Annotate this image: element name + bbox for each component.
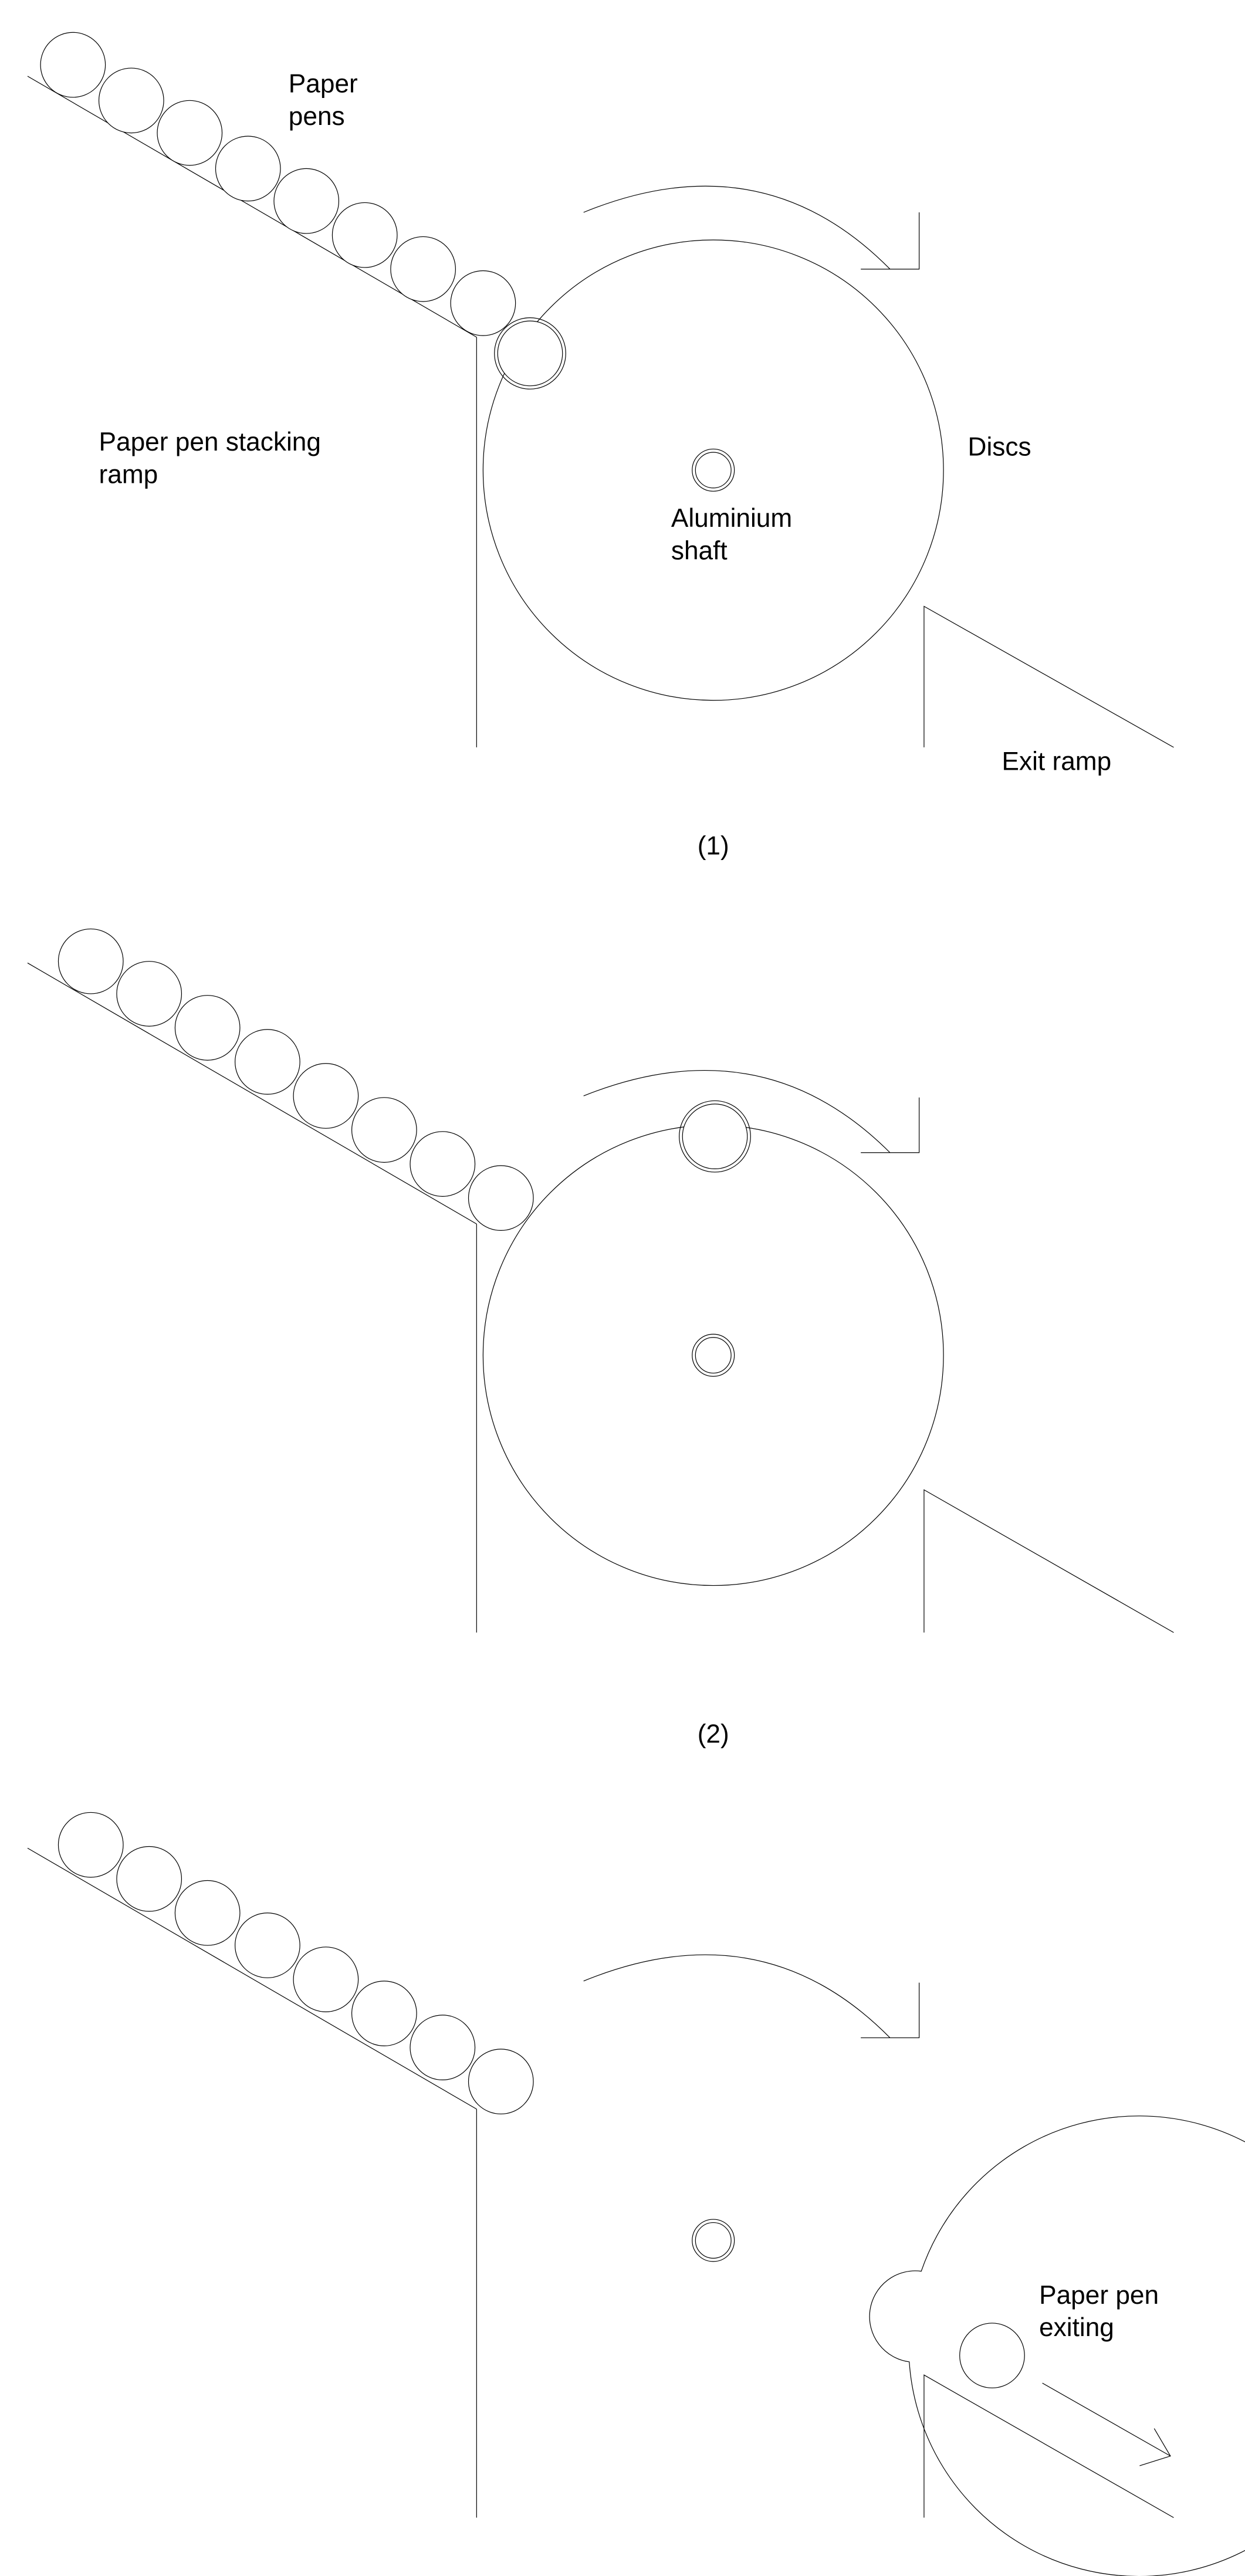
panel-1: Paper pens Paper pen stacking ramp Discs… <box>28 32 1173 860</box>
paper-pen <box>391 236 456 302</box>
paper-pen <box>332 202 397 268</box>
rotation-arrowhead <box>861 1098 919 1153</box>
paper-pen <box>235 1913 300 1978</box>
paper-pen <box>58 929 123 994</box>
panel-caption: (1) <box>698 831 729 860</box>
rotation-arrow <box>584 1955 890 2037</box>
paper-pen <box>293 1947 358 2012</box>
rotation-arrowhead <box>861 212 919 269</box>
disc-notch <box>679 1101 751 1172</box>
label-shaft: Aluminium <box>671 504 792 533</box>
label-exit-ramp: Exit ramp <box>1002 747 1112 776</box>
exiting-paper-pen <box>960 2323 1025 2388</box>
exit-direction-arrow <box>1043 2383 1170 2456</box>
disc <box>483 1125 943 1586</box>
paper-pen <box>352 1098 417 1163</box>
paper-pen <box>352 1981 417 2046</box>
label-pen-exiting: Paper pen <box>1039 2281 1159 2310</box>
label-paper-pens: pens <box>289 102 345 131</box>
paper-pen <box>157 100 222 165</box>
panel-3: Paper pen exiting <box>28 1812 1245 2576</box>
paper-pen <box>469 1166 534 1231</box>
paper-pen <box>40 32 106 97</box>
paper-pen <box>451 270 516 336</box>
disc-notch <box>495 318 566 390</box>
label-discs: Discs <box>968 433 1031 462</box>
aluminium-shaft <box>692 1334 735 1376</box>
label-stacking-ramp: Paper pen stacking <box>99 428 321 456</box>
paper-pen <box>274 168 339 233</box>
paper-pen <box>99 68 164 133</box>
paper-pen <box>175 1881 240 1946</box>
stacking-ramp <box>28 1848 476 2109</box>
stacking-ramp <box>28 963 476 1224</box>
paper-pen <box>410 2015 475 2080</box>
aluminium-shaft <box>692 2219 735 2262</box>
paper-pen <box>117 1846 182 1911</box>
exit-ramp <box>924 2375 1174 2517</box>
aluminium-shaft <box>692 449 735 491</box>
label-stacking-ramp: ramp <box>99 460 158 489</box>
rotation-arrowhead <box>861 1983 919 2038</box>
aluminium-shaft-inner <box>695 2223 731 2259</box>
label-paper-pens: Paper <box>289 70 358 99</box>
paper-pen <box>469 2049 534 2114</box>
panel-2: (2) <box>28 929 1174 1749</box>
paper-pen <box>215 136 280 201</box>
paper-pen <box>58 1812 123 1877</box>
paper-pen <box>235 1030 300 1095</box>
paper-pen-in-notch <box>682 1104 747 1169</box>
rotation-arrow <box>584 186 890 269</box>
paper-pen <box>293 1064 358 1129</box>
exit-ramp <box>924 607 1174 747</box>
aluminium-shaft-inner <box>695 452 731 488</box>
paper-pen-in-notch <box>498 321 563 386</box>
disc <box>483 240 943 700</box>
paper-pen <box>175 996 240 1061</box>
aluminium-shaft-inner <box>695 1338 731 1373</box>
paper-pen <box>410 1132 475 1197</box>
paper-pen <box>117 962 182 1027</box>
panel-caption: (2) <box>698 1720 729 1749</box>
rotation-arrow <box>584 1071 890 1153</box>
exit-direction-arrowhead <box>1139 2429 1170 2466</box>
disc-with-empty-notch <box>870 2116 1245 2576</box>
label-shaft: shaft <box>671 536 728 565</box>
label-pen-exiting: exiting <box>1039 2313 1114 2342</box>
exit-ramp <box>924 1490 1174 1633</box>
